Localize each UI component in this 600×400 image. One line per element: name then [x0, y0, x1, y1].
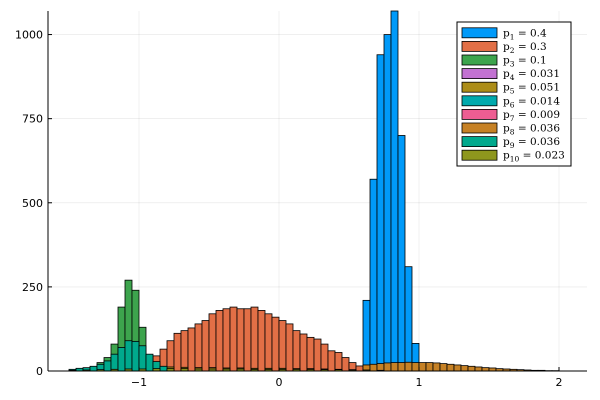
histogram-bar [369, 363, 378, 372]
histogram-bar [425, 362, 434, 372]
histogram-bar [355, 365, 364, 372]
histogram-bar [481, 367, 490, 372]
histogram-bar [390, 362, 399, 372]
legend-label: p1 = 0.4 [503, 27, 547, 41]
histogram-bar [243, 308, 252, 372]
histogram-bar [341, 357, 350, 372]
histogram-bar [222, 308, 231, 372]
histogram-bar [194, 323, 203, 372]
legend-label: p6 = 0.014 [503, 95, 560, 109]
histogram-bar [201, 320, 210, 372]
histogram-bar [383, 362, 392, 372]
histogram-bar [89, 365, 98, 372]
y-tick-label: 0 [36, 365, 43, 378]
legend-swatch [461, 109, 498, 120]
histogram-bar [145, 353, 154, 372]
histogram-bar [411, 362, 420, 372]
histogram-bar [138, 345, 147, 372]
histogram-bar [439, 363, 448, 372]
x-tick-label: 2 [556, 376, 563, 389]
legend-swatch [461, 95, 498, 107]
histogram-bar [264, 313, 273, 372]
legend-swatch [461, 122, 498, 134]
histogram-bar [404, 361, 413, 372]
x-tick-label: −1 [131, 376, 147, 389]
y-tick-label: 250 [22, 281, 43, 294]
histogram-bar [390, 10, 399, 372]
histogram-bar [103, 360, 112, 372]
histogram-bar [320, 343, 329, 372]
histogram-bar [404, 266, 413, 372]
axes: −1 0 1 2 0 250 500 750 1000 [15, 11, 587, 389]
histogram-bar [376, 363, 385, 372]
histogram-bar [432, 362, 441, 372]
x-tick-label: 1 [416, 376, 423, 389]
legend-label: p5 = 0.051 [503, 82, 560, 96]
histogram-bar [327, 350, 336, 372]
histogram-bar [159, 365, 168, 372]
legend-swatch [461, 136, 498, 148]
legend-label: p8 = 0.036 [503, 123, 560, 137]
histogram-bar [292, 330, 301, 372]
x-tick-label: 0 [276, 376, 283, 389]
legend-swatch [461, 149, 498, 161]
histogram-bar [285, 323, 294, 372]
histogram-bar [446, 363, 455, 372]
legend-swatch [461, 54, 498, 66]
legend-swatch [461, 68, 498, 79]
histogram-bar [180, 330, 189, 372]
histogram-bar [313, 338, 322, 372]
histogram-bar [215, 310, 224, 372]
histogram-bar [124, 340, 133, 372]
histogram-bar [110, 353, 119, 372]
histogram-bar [173, 332, 182, 372]
histogram-bar [131, 340, 140, 372]
histogram-bar [250, 306, 259, 372]
histogram-bar [278, 320, 287, 372]
legend-swatch [461, 41, 498, 52]
histogram-bar [383, 34, 392, 372]
legend-label: p2 = 0.3 [503, 41, 547, 55]
legend-label: p7 = 0.009 [503, 109, 560, 123]
histogram-bar [369, 178, 378, 372]
histogram-bar [362, 299, 371, 372]
histogram-bar [376, 54, 385, 372]
histogram-bar [418, 362, 427, 372]
histogram-bar [397, 362, 406, 372]
histogram-bar [474, 366, 483, 372]
histogram-bar [467, 365, 476, 372]
legend-label: p9 = 0.036 [503, 136, 560, 150]
histogram-bar [460, 365, 469, 372]
histogram-bar [299, 333, 308, 372]
histogram-bar [334, 352, 343, 372]
histogram-bar [306, 336, 315, 372]
histogram-bar [257, 310, 266, 372]
legend-label: p3 = 0.1 [503, 55, 547, 69]
histogram-bar [166, 340, 175, 372]
histogram-bar [229, 306, 238, 372]
histogram-bar [453, 364, 462, 372]
legend-label: p4 = 0.031 [503, 68, 560, 82]
legend-swatch [461, 81, 498, 93]
histogram-bar [187, 327, 196, 372]
legend-label: p10 = 0.023 [503, 150, 565, 164]
y-tick-label: 750 [22, 113, 43, 126]
y-tick-label: 500 [22, 197, 43, 210]
histogram-bar [117, 347, 126, 372]
histogram-bar [397, 135, 406, 372]
legend-swatch [461, 27, 498, 39]
histogram-bars [68, 10, 560, 372]
y-tick-label: 1000 [15, 29, 43, 42]
histogram-bar [271, 316, 280, 372]
histogram-bar [208, 313, 217, 372]
histogram-bar [236, 308, 245, 372]
